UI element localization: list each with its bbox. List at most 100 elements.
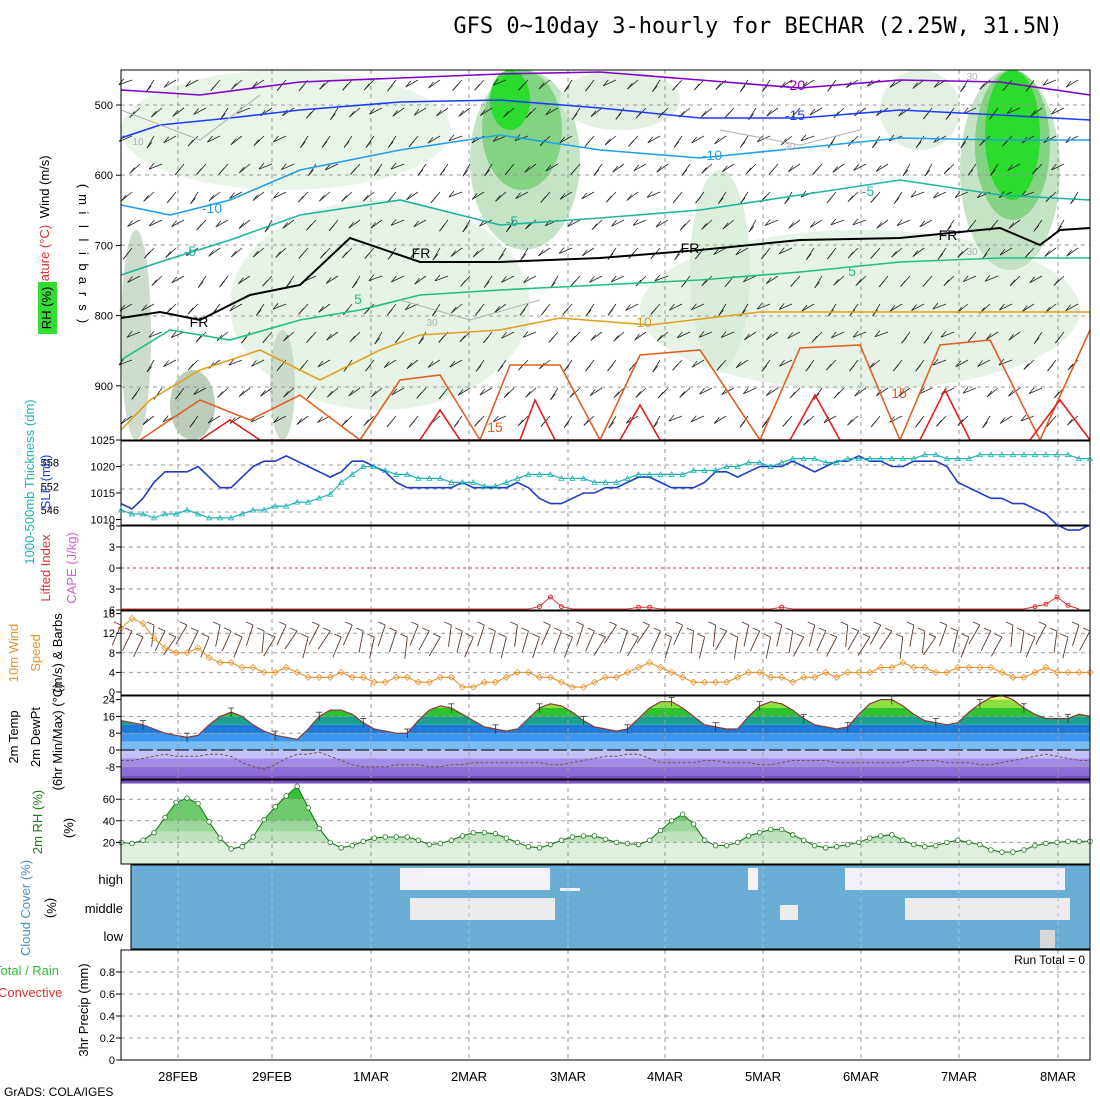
wind10-barb xyxy=(857,636,871,656)
thickness-tick-label: 546 xyxy=(41,505,59,517)
upper-wind-barb-flag xyxy=(716,364,723,371)
upper-wind-barb xyxy=(236,107,251,114)
thickness-marker xyxy=(481,482,488,489)
wind10m-panel: 16 12 8 4 0 xyxy=(103,609,1094,699)
upper-wind-barb-flag xyxy=(230,138,237,145)
upper-wind-barb-flag xyxy=(166,196,173,204)
upper-wind-barb-flag xyxy=(722,165,728,173)
upper-wind-barb xyxy=(273,415,287,423)
upper-wind-barb-flag xyxy=(626,194,633,201)
upper-wind-barb xyxy=(1029,275,1043,284)
rh-marker xyxy=(767,826,774,833)
wind10-marker xyxy=(987,663,995,672)
wind10-barb xyxy=(133,636,144,658)
wind10-barb-flag xyxy=(587,627,595,632)
upper-wind-barb xyxy=(766,387,779,397)
rh-marker xyxy=(845,841,851,848)
wind10-barb xyxy=(1010,624,1014,647)
upper-wind-barb-flag xyxy=(298,195,304,203)
upper-wind-barb-flag xyxy=(647,136,654,144)
contour-label: 30 xyxy=(966,72,978,83)
temp-band xyxy=(121,750,1090,759)
upper-wind-barb-flag xyxy=(650,308,657,315)
upper-wind-barb xyxy=(251,415,265,423)
rh-marker xyxy=(129,840,135,847)
thickness-marker xyxy=(249,506,257,513)
upper-wind-barb xyxy=(655,219,669,228)
wind10-barb xyxy=(585,630,595,652)
upper-wind-barb-flag xyxy=(215,220,222,228)
thickness-marker xyxy=(470,479,477,485)
upper-wind-barb-flag xyxy=(190,197,196,205)
wind10-barb-flag xyxy=(686,627,694,632)
upper-wind-barb-flag xyxy=(957,251,963,258)
upper-wind-barb-flag xyxy=(898,109,904,117)
wind10-marker xyxy=(216,659,224,667)
upper-wind-barb-flag xyxy=(413,109,420,116)
upper-wind-barb-flag xyxy=(790,280,797,287)
wind10-marker xyxy=(601,673,610,681)
upper-wind-barb-flag xyxy=(306,223,312,231)
upper-wind-barb xyxy=(634,331,647,341)
rh-unit-label: (%) xyxy=(61,818,76,838)
wind10-marker xyxy=(855,668,863,676)
upper-wind-barb-flag xyxy=(298,252,305,259)
wind10-barb xyxy=(636,624,650,644)
wind10-marker xyxy=(172,649,180,657)
upper-wind-barb-flag xyxy=(538,362,545,370)
upper-wind-barb xyxy=(656,163,669,173)
date-label-bottom: 1MAR xyxy=(353,1069,389,1084)
upper-wind-barb-flag xyxy=(471,193,478,200)
wind10-barb xyxy=(627,636,639,657)
wind10-marker xyxy=(425,678,433,686)
wind10-marker xyxy=(877,663,885,672)
rh-marker xyxy=(162,814,168,821)
wind10-barb-flag xyxy=(499,633,507,638)
rh-marker xyxy=(624,840,631,847)
upper-wind-barb-flag xyxy=(872,309,878,317)
upper-wind-barb-flag xyxy=(1046,420,1053,427)
upper-wind-barb-flag xyxy=(189,421,196,428)
upper-wind-barb-flag xyxy=(748,113,754,121)
wind10-barb-flag xyxy=(290,627,298,632)
upper-wind-barb xyxy=(788,163,801,173)
upper-wind-barb-flag xyxy=(196,223,202,231)
upper-wind-barb-flag xyxy=(628,364,635,372)
wind10-barb-flag xyxy=(521,627,529,632)
wind10-marker xyxy=(546,673,555,681)
upper-wind-barb xyxy=(148,331,163,338)
upper-wind-barb-flag xyxy=(404,303,411,310)
wind10-marker xyxy=(734,673,742,681)
upper-wind-barb-flag xyxy=(852,218,859,226)
upper-wind-barb-flag xyxy=(915,364,921,372)
upper-wind-barb-flag xyxy=(888,134,895,142)
rh-marker xyxy=(415,837,422,843)
upper-wind-barb-flag xyxy=(654,274,661,282)
upper-wind-barb xyxy=(962,387,977,394)
upper-wind-barb-flag xyxy=(394,336,401,344)
upper-wind-barb-flag xyxy=(589,276,595,283)
upper-wind-barb xyxy=(371,387,383,398)
wind10-barb xyxy=(1035,624,1047,645)
wind10-marker xyxy=(590,678,599,686)
precip-ylabel: 3hr Precip (mm) xyxy=(76,963,91,1056)
upper-wind-barb xyxy=(898,387,911,397)
thickness-marker xyxy=(294,498,301,505)
upper-wind-barb xyxy=(391,387,405,396)
rh-tick-label: 40 xyxy=(103,816,115,828)
upper-wind-barb-flag xyxy=(497,365,504,372)
rh-marker xyxy=(580,833,587,839)
upper-wind-barb xyxy=(413,219,427,228)
upper-wind-barb-flag xyxy=(149,219,155,227)
temp-tick-label: 0 xyxy=(109,745,115,757)
thickness-line xyxy=(120,454,1090,519)
upper-wind-barb-flag xyxy=(363,194,369,202)
upper-wind-barb xyxy=(691,135,705,144)
millibars-char: a xyxy=(76,277,91,285)
upper-wind-barb-flag xyxy=(417,169,424,176)
upper-wind-barb-flag xyxy=(893,364,899,372)
upper-wind-barb-flag xyxy=(448,190,455,198)
wind10-barb-flag xyxy=(906,621,914,626)
thickness-marker xyxy=(437,475,444,481)
upper-wind-barb xyxy=(612,163,625,173)
